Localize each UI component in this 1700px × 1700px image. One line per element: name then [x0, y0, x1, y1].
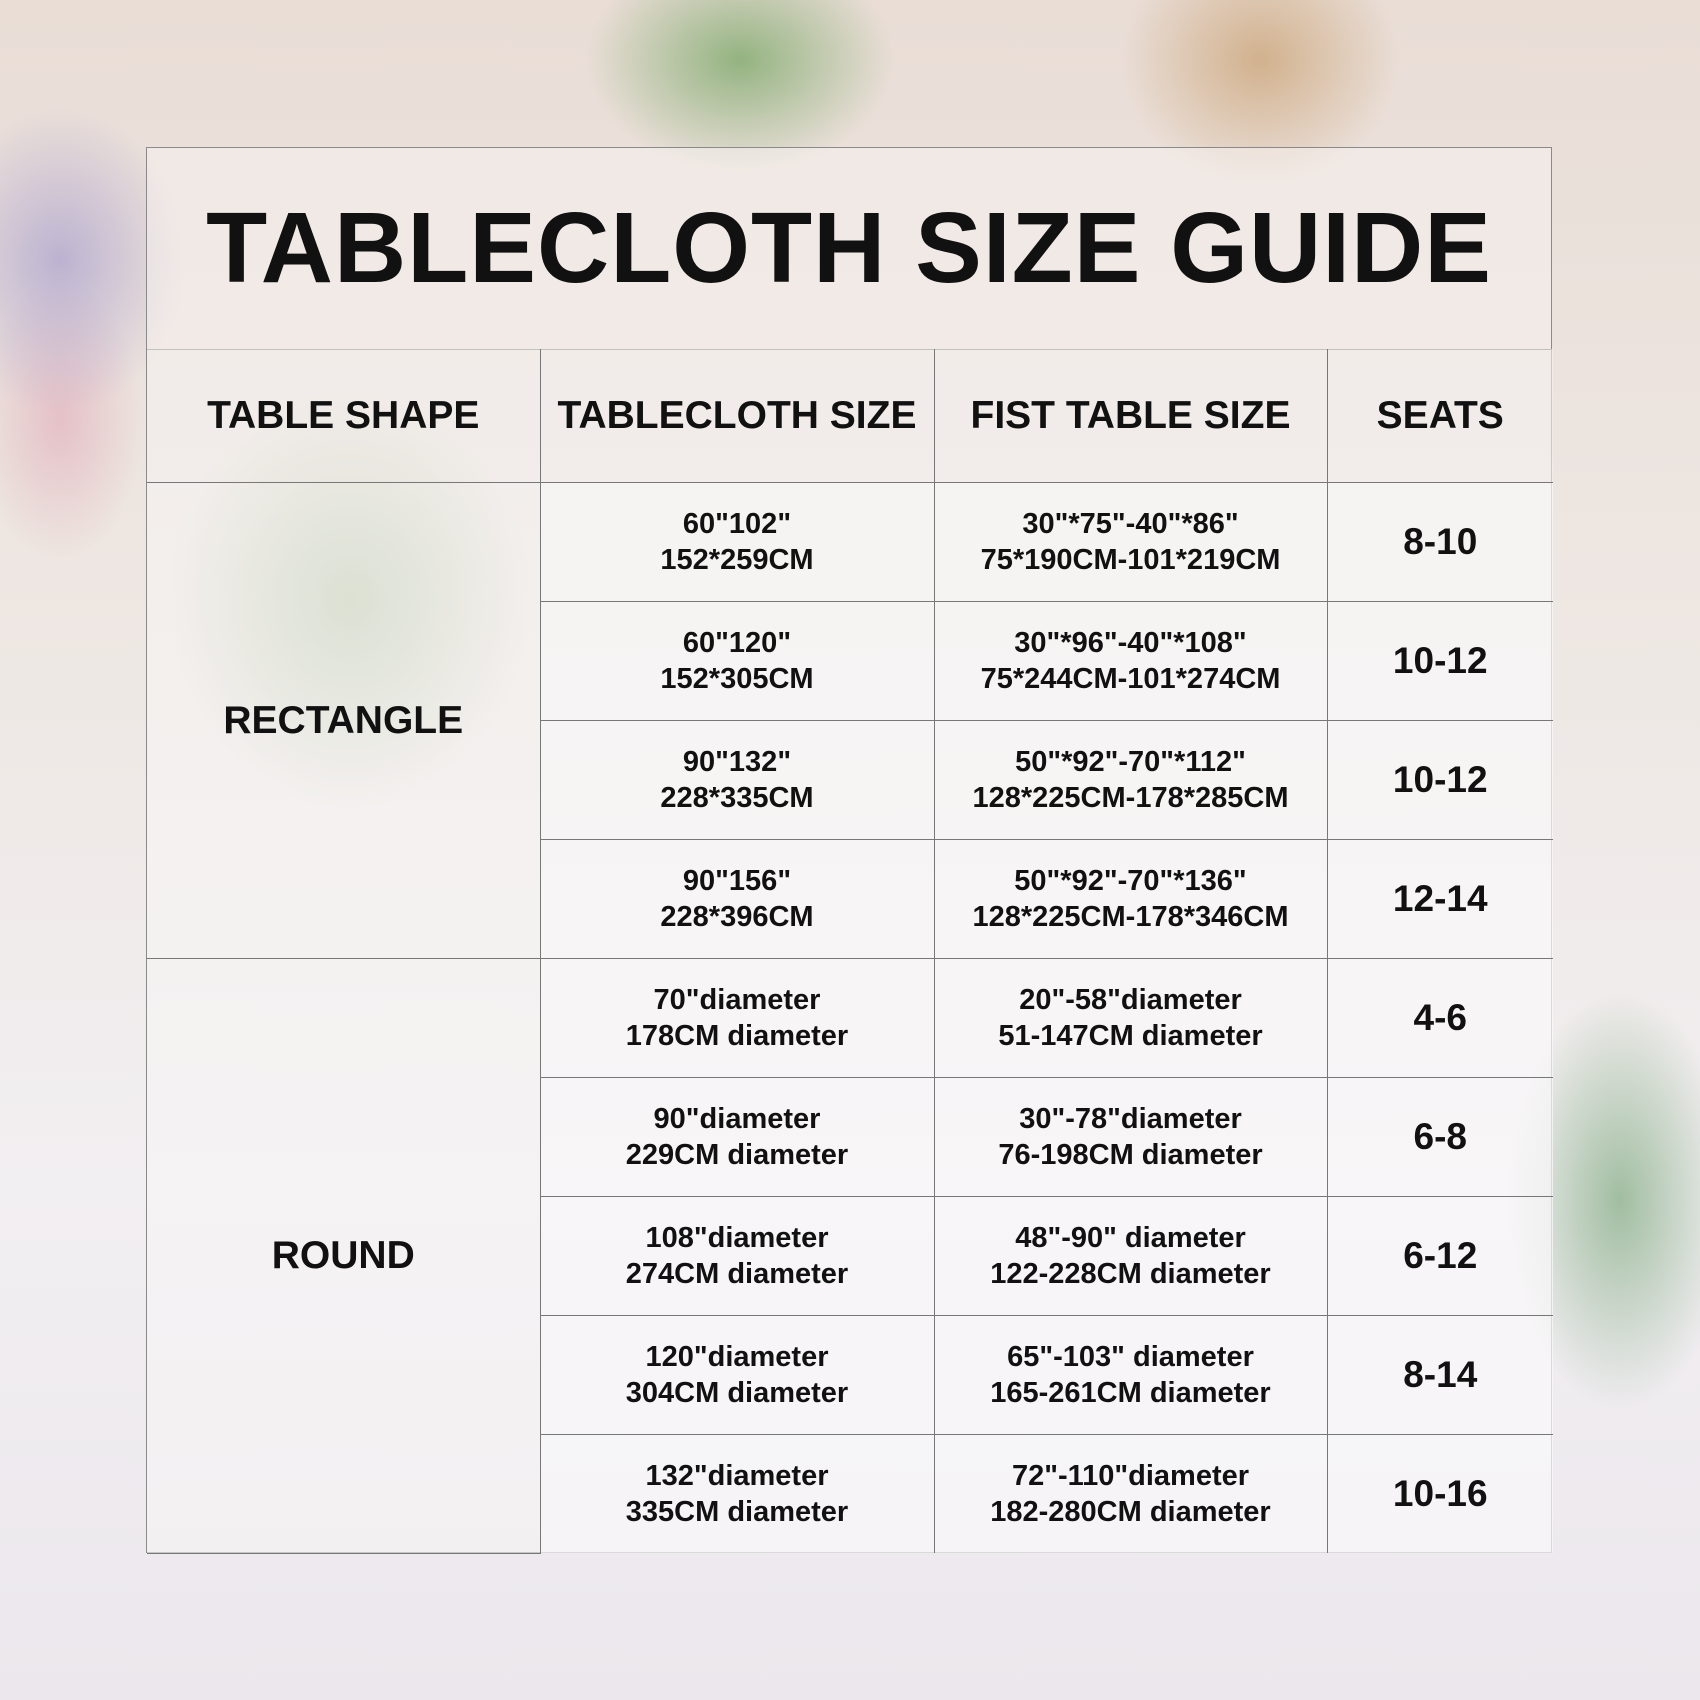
size-cm: 75*190CM-101*219CM	[980, 544, 1281, 576]
size-cm: 128*225CM-178*346CM	[972, 901, 1289, 933]
table-size-cell: 20"-58"diameter 51-147CM diameter	[933, 958, 1328, 1078]
size-inches: 65"-103" diameter	[1007, 1341, 1254, 1373]
size-inches: 90"diameter	[653, 1103, 821, 1135]
size-cm: 128*225CM-178*285CM	[972, 782, 1289, 814]
seats-cell: 8-14	[1326, 1315, 1553, 1435]
size-cm: 165-261CM diameter	[990, 1377, 1271, 1409]
size-inches: 120"diameter	[645, 1341, 829, 1373]
table-row: 60"120" 152*305CM 30"*96"-40"*108" 75*244CM…	[147, 601, 1553, 721]
table-size-cell: 30"-78"diameter 76-198CM diameter	[933, 1077, 1328, 1197]
page-title: TABLECLOTH SIZE GUIDE	[206, 192, 1492, 304]
seats-cell: 6-12	[1326, 1196, 1553, 1316]
seats-cell: 10-12	[1326, 601, 1553, 721]
size-cm: 152*305CM	[660, 663, 814, 695]
size-cm: 76-198CM diameter	[998, 1139, 1263, 1171]
size-inches: 132"diameter	[645, 1460, 829, 1492]
seats-cell: 6-8	[1326, 1077, 1553, 1197]
table-size-cell: 72"-110"diameter 182-280CM diameter	[933, 1434, 1328, 1553]
table-size-cell: 48"-90" diameter 122-228CM diameter	[933, 1196, 1328, 1316]
table-row: ROUND 70"diameter 178CM diameter 20"-58"dia…	[147, 958, 1553, 1554]
tablecloth-size-cell: 90"156" 228*396CM	[540, 839, 935, 959]
size-inches: 108"diameter	[645, 1222, 829, 1254]
seats-cell: 10-16	[1326, 1434, 1553, 1553]
size-inches: 30"-78"diameter	[1019, 1103, 1242, 1135]
size-cm: 51-147CM diameter	[998, 1020, 1263, 1052]
tablecloth-size-cell: 70"diameter 178CM diameter	[539, 958, 935, 1078]
size-cm: 274CM diameter	[625, 1258, 849, 1290]
table-row: RECTANGLE 60"102" 152*259CM 30"*75"-40"*86"…	[147, 482, 1553, 959]
size-inches: 90"132"	[682, 746, 792, 778]
tablecloth-size-cell: 60"120" 152*305CM	[540, 601, 935, 721]
header-row: TABLE SHAPE TABLECLOTH SIZE FIST TABLE S…	[147, 349, 1553, 483]
header-seats: SEATS	[1326, 349, 1553, 483]
table-size-cell: 50"*92"-70"*136" 128*225CM-178*346CM	[933, 839, 1328, 959]
table-size-cell: 30"*75"-40"*86" 75*190CM-101*219CM	[933, 482, 1328, 602]
size-cm: 178CM diameter	[625, 1020, 849, 1052]
table-shape-cell: RECTANGLE	[147, 482, 541, 959]
size-inches: 72"-110"diameter	[1011, 1460, 1250, 1492]
size-cm: 304CM diameter	[625, 1377, 849, 1409]
size-cm: 75*244CM-101*274CM	[980, 663, 1281, 695]
size-cm: 152*259CM	[660, 544, 814, 576]
size-inches: 60"120"	[682, 627, 792, 659]
table-shape-cell: ROUND	[147, 958, 541, 1554]
size-table: TABLE SHAPE TABLECLOTH SIZE FIST TABLE S…	[147, 349, 1553, 1554]
tablecloth-size-cell: 90"132" 228*335CM	[540, 720, 935, 840]
tablecloth-size-cell: 132"diameter 335CM diameter	[540, 1434, 935, 1553]
size-inches: 50"*92"-70"*112"	[1015, 746, 1246, 778]
table-row: 120"diameter 304CM diameter 65"-103" diame…	[147, 1315, 1553, 1435]
table-row: 90"156" 228*396CM 50"*92"-70"*136" 128*225C…	[147, 839, 1553, 959]
seats-cell: 10-12	[1326, 720, 1553, 840]
seats-cell: 12-14	[1326, 839, 1553, 959]
size-inches: 90"156"	[682, 865, 792, 897]
size-inches: 60"102"	[682, 508, 792, 540]
header-tablecloth-size: TABLECLOTH SIZE	[539, 349, 935, 483]
table-row: 132"diameter 335CM diameter 72"-110"diamet…	[147, 1434, 1553, 1553]
table-size-cell: 30"*96"-40"*108" 75*244CM-101*274CM	[933, 601, 1328, 721]
table-row: 90"132" 228*335CM 50"*92"-70"*112" 128*225C…	[147, 720, 1553, 840]
header-table-size: FIST TABLE SIZE	[933, 349, 1328, 483]
size-guide: TABLECLOTH SIZE GUIDE TABLE SHAPE TABLEC…	[146, 147, 1553, 1554]
size-cm: 335CM diameter	[625, 1496, 849, 1528]
tablecloth-size-cell: 90"diameter 229CM diameter	[540, 1077, 935, 1197]
table-size-cell: 65"-103" diameter 165-261CM diameter	[933, 1315, 1328, 1435]
seats-cell: 8-10	[1326, 482, 1553, 602]
size-cm: 228*396CM	[660, 901, 814, 933]
header-table-shape: TABLE SHAPE	[147, 349, 541, 483]
size-inches: 30"*75"-40"*86"	[1022, 508, 1239, 540]
size-cm: 228*335CM	[660, 782, 814, 814]
size-cm: 122-228CM diameter	[990, 1258, 1271, 1290]
size-inches: 20"-58"diameter	[1019, 984, 1242, 1016]
size-cm: 229CM diameter	[625, 1139, 849, 1171]
title-box: TABLECLOTH SIZE GUIDE	[147, 148, 1551, 350]
tablecloth-size-cell: 108"diameter 274CM diameter	[540, 1196, 935, 1316]
size-inches: 70"diameter	[653, 984, 821, 1016]
table-size-cell: 50"*92"-70"*112" 128*225CM-178*285CM	[933, 720, 1328, 840]
tablecloth-size-cell: 60"102" 152*259CM	[539, 482, 935, 602]
table-row: 108"diameter 274CM diameter 48"-90" diamet…	[147, 1196, 1553, 1316]
size-inches: 30"*96"-40"*108"	[1014, 627, 1247, 659]
size-inches: 50"*92"-70"*136"	[1014, 865, 1247, 897]
table-row: 90"diameter 229CM diameter 30"-78"diameter…	[147, 1077, 1553, 1197]
tablecloth-size-cell: 120"diameter 304CM diameter	[540, 1315, 935, 1435]
size-cm: 182-280CM diameter	[990, 1496, 1271, 1528]
seats-cell: 4-6	[1326, 958, 1553, 1078]
size-inches: 48"-90" diameter	[1015, 1222, 1246, 1254]
